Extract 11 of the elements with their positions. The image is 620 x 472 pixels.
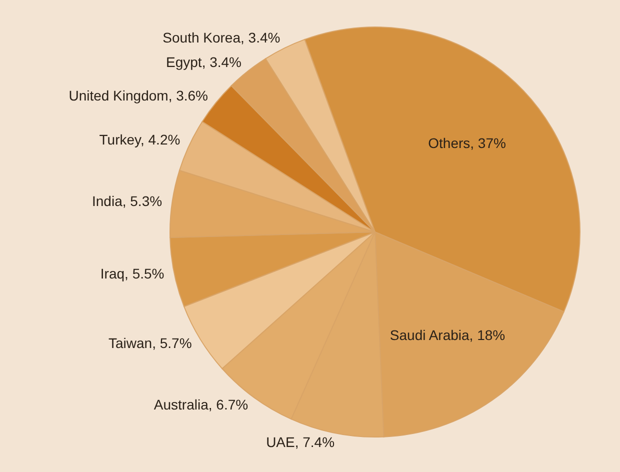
slice-label: South Korea, 3.4% <box>162 30 280 46</box>
slice-label: India, 5.3% <box>92 192 162 209</box>
slice-label: Turkey, 4.2% <box>99 132 180 148</box>
slice-label: United Kingdom, 3.6% <box>68 87 208 104</box>
slice-label: Egypt, 3.4% <box>166 54 242 70</box>
slice-label: Others, 37% <box>428 135 506 152</box>
slice-label: Saudi Arabia, 18% <box>390 327 506 344</box>
slice-label: Taiwan, 5.7% <box>108 335 192 352</box>
slice-label: Australia, 6.7% <box>154 396 248 412</box>
slice-label: UAE, 7.4% <box>266 434 335 450</box>
slice-label: Iraq, 5.5% <box>100 265 164 282</box>
